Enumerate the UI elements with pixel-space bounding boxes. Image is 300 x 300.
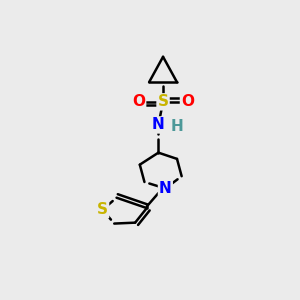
Text: H: H — [171, 119, 183, 134]
Text: S: S — [97, 202, 108, 217]
Text: S: S — [158, 94, 169, 109]
Text: N: N — [159, 181, 172, 196]
Text: O: O — [181, 94, 194, 109]
Text: N: N — [152, 117, 165, 132]
Text: O: O — [132, 94, 145, 109]
